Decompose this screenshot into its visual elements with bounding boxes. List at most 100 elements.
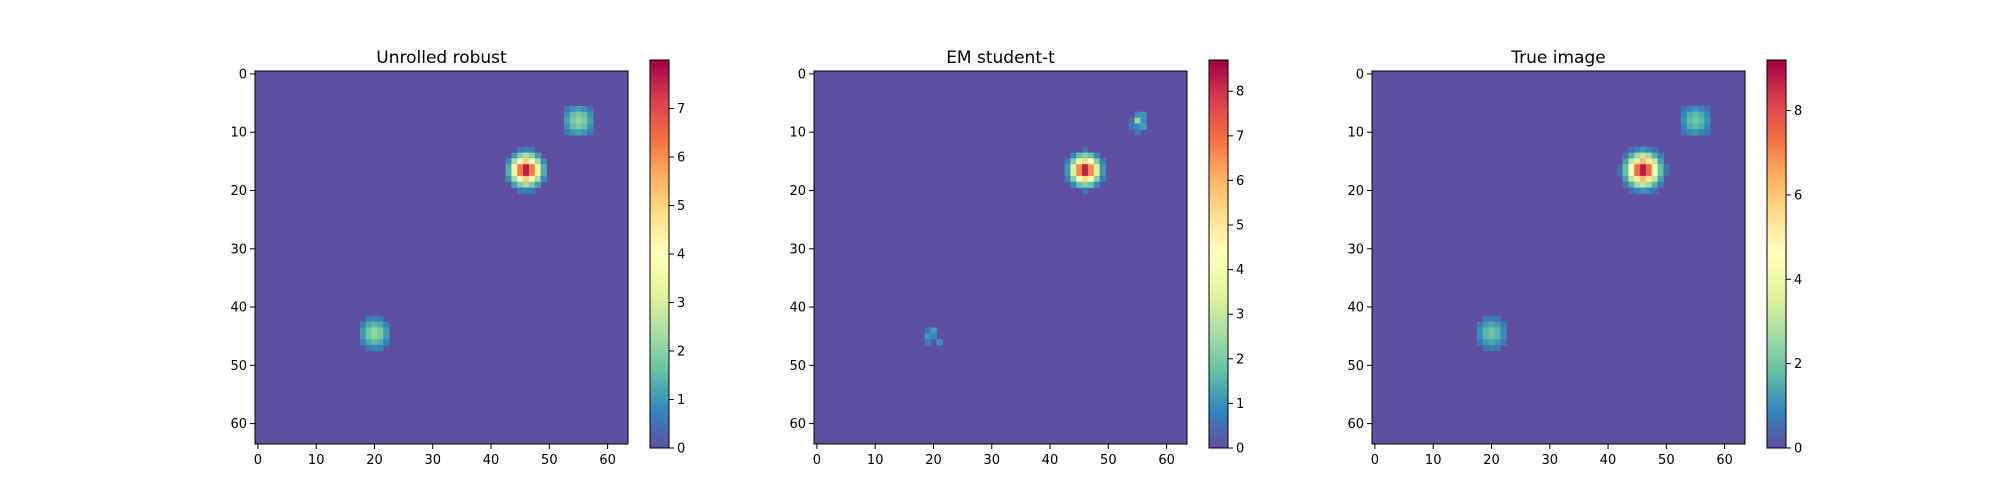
y-tick-label: 60 — [1347, 417, 1364, 432]
heatmap-cell — [365, 344, 373, 352]
heatmap-cell — [1622, 170, 1629, 177]
heatmap-cell — [359, 321, 367, 328]
heatmap-cell — [1616, 170, 1624, 177]
heatmap-cell — [1064, 175, 1071, 183]
colorbar — [649, 59, 670, 449]
x-tick-label: 20 — [366, 453, 383, 468]
heatmap-cell — [1093, 152, 1101, 159]
heatmap-cell — [511, 175, 518, 183]
heatmap-cell — [924, 339, 932, 346]
heatmap-cell — [1476, 339, 1484, 346]
heatmap-cell — [523, 158, 530, 165]
colorbar-tick-label: 2 — [1236, 352, 1244, 367]
heatmap-cell — [1692, 117, 1699, 124]
heatmap-cell — [1698, 129, 1705, 136]
heatmap-cell — [1663, 164, 1670, 171]
heatmap-cell — [523, 146, 530, 154]
x-tick-label: 30 — [983, 453, 1000, 468]
heatmap-cell — [1634, 187, 1641, 194]
heatmap-cell — [1634, 152, 1641, 159]
heatmap-cell — [1622, 181, 1629, 189]
heatmap-cell — [1494, 327, 1501, 334]
heatmap-cell — [1064, 158, 1071, 165]
heatmap-cell — [1093, 170, 1101, 177]
heatmap-cell — [1500, 321, 1507, 328]
heatmap-cell — [365, 315, 373, 323]
heatmap-cell — [511, 170, 518, 177]
heatmap-cell — [517, 158, 524, 165]
heatmap-cell — [581, 129, 588, 136]
heatmap-cell — [1099, 170, 1106, 177]
heatmap-cell — [528, 152, 536, 159]
heatmap-cell — [371, 333, 378, 340]
heatmap-cell — [511, 164, 518, 171]
heatmap-cell — [1070, 152, 1077, 159]
panel-title: EM student-t — [946, 48, 1055, 68]
x-tick-label: 60 — [1716, 453, 1733, 468]
heatmap-cell — [505, 164, 512, 171]
heatmap-cell — [1093, 175, 1101, 183]
heatmap-cells — [924, 111, 1147, 346]
heatmap-cell — [575, 105, 582, 113]
heatmap-cell — [540, 170, 547, 177]
heatmap-cell — [1686, 129, 1694, 136]
heatmap-cell — [1686, 105, 1694, 113]
colorbar-tick-label: 3 — [1236, 308, 1244, 323]
heatmap-cell — [1093, 164, 1101, 171]
heatmap-cell — [1645, 152, 1653, 159]
y-tick-label: 40 — [789, 301, 806, 316]
heatmap-cell — [511, 158, 518, 165]
colorbar-tick-label: 6 — [1236, 174, 1244, 189]
heatmap-cell — [1134, 111, 1141, 119]
heatmap-cell — [563, 105, 571, 113]
x-tick-label: 0 — [254, 453, 262, 468]
heatmap-cell — [1628, 152, 1635, 159]
heatmap-cell — [1482, 339, 1490, 346]
x-tick-label: 0 — [1371, 453, 1379, 468]
heatmap-cell — [1087, 158, 1095, 165]
x-tick-label: 50 — [541, 453, 558, 468]
heatmap-cell — [1622, 164, 1629, 171]
heatmap-cell — [1680, 123, 1688, 130]
heatmap-cell — [1482, 315, 1490, 323]
heatmap-cell — [1640, 146, 1647, 154]
heatmap-cell — [1082, 158, 1089, 165]
heatmap-cell — [534, 164, 542, 171]
heatmap-cell — [517, 175, 524, 183]
heatmap-cell — [1657, 164, 1664, 171]
y-tick-label: 50 — [230, 359, 247, 374]
heatmap-cell — [505, 175, 512, 183]
heatmap-cell — [1070, 170, 1077, 177]
heatmap-cell — [587, 117, 594, 124]
heatmap-cell — [1628, 158, 1635, 165]
heatmap-cell — [377, 321, 384, 328]
heatmap-cell — [523, 164, 530, 171]
heatmap-cell — [1082, 175, 1089, 183]
heatmap-cell — [575, 129, 582, 136]
heatmap-cell — [523, 187, 530, 194]
x-tick-label: 40 — [1600, 453, 1617, 468]
heatmap-cell — [1686, 117, 1694, 124]
heatmap-cell — [377, 327, 384, 334]
heatmap-cell — [534, 152, 542, 159]
heatmap-cell — [383, 339, 390, 346]
heatmap-cell — [1082, 152, 1089, 159]
heatmap-cell — [924, 327, 932, 334]
heatmap-cell — [575, 123, 582, 130]
x-tick-label: 60 — [599, 453, 616, 468]
heatmap-cell — [523, 152, 530, 159]
panel-3: True image 0 10 20 30 40 50 60 0 10 20 30 40 50 60 0 2 4 6… — [1347, 48, 1802, 468]
heatmap-cell — [517, 152, 524, 159]
heatmap-cell — [569, 117, 577, 124]
heatmap-cell — [1686, 111, 1694, 119]
heatmap-cell — [523, 175, 530, 183]
heatmap-cell — [1064, 164, 1071, 171]
heatmap-cell — [1070, 175, 1077, 183]
heatmap-cell — [1128, 123, 1136, 130]
heatmap-cell — [383, 321, 390, 328]
heatmap-cell — [563, 117, 571, 124]
heatmap-cell — [1692, 123, 1699, 130]
heatmap-cell — [371, 327, 378, 334]
heatmap-cell — [1476, 333, 1484, 340]
